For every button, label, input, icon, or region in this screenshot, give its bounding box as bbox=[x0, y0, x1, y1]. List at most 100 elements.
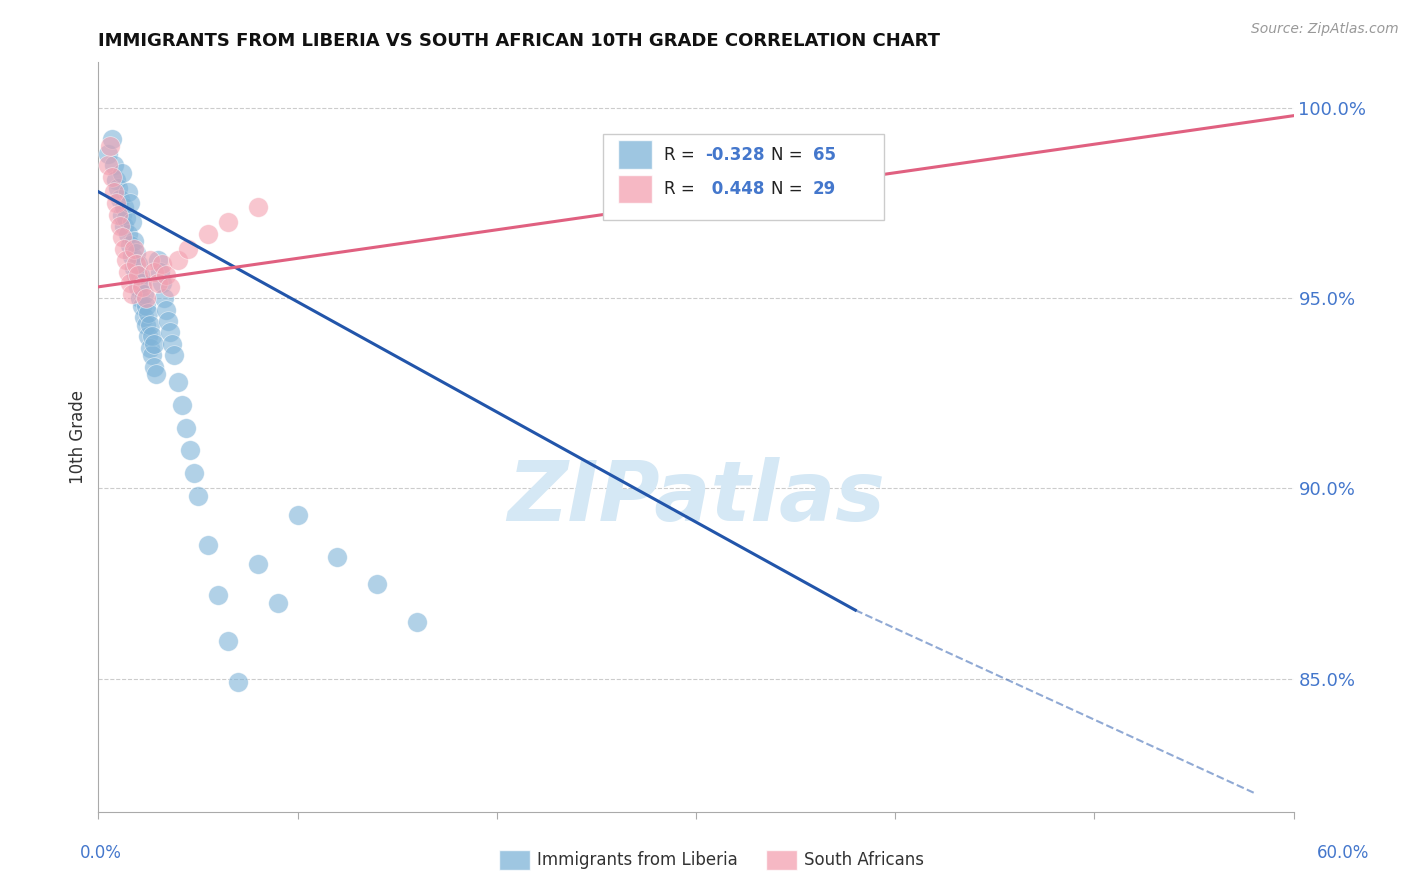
Point bbox=[110, 193, 132, 207]
Point bbox=[117, 185, 139, 199]
Point bbox=[134, 287, 156, 301]
Point bbox=[101, 131, 124, 145]
Point bbox=[217, 633, 239, 648]
Point bbox=[127, 268, 149, 283]
Point bbox=[153, 291, 176, 305]
Point bbox=[141, 329, 163, 343]
Point bbox=[105, 173, 128, 187]
Text: Source: ZipAtlas.com: Source: ZipAtlas.com bbox=[1251, 22, 1399, 37]
FancyBboxPatch shape bbox=[619, 140, 652, 169]
Point bbox=[174, 420, 197, 434]
Point bbox=[183, 467, 205, 481]
Point bbox=[150, 276, 173, 290]
Text: 29: 29 bbox=[813, 180, 837, 198]
Point bbox=[179, 443, 201, 458]
Point bbox=[111, 208, 134, 222]
Point bbox=[226, 675, 249, 690]
Point bbox=[366, 576, 388, 591]
Y-axis label: 10th Grade: 10th Grade bbox=[69, 390, 87, 484]
Point bbox=[125, 257, 148, 271]
Point bbox=[121, 249, 143, 263]
Point bbox=[197, 539, 219, 553]
Point bbox=[160, 337, 183, 351]
Point bbox=[246, 200, 269, 214]
Point bbox=[121, 215, 143, 229]
Point bbox=[124, 234, 146, 248]
Point bbox=[101, 169, 124, 184]
Point bbox=[187, 489, 209, 503]
Point bbox=[135, 299, 157, 313]
Point bbox=[107, 181, 129, 195]
FancyBboxPatch shape bbox=[603, 134, 883, 219]
Point bbox=[139, 253, 162, 268]
Point bbox=[97, 146, 120, 161]
Point bbox=[112, 242, 135, 256]
Text: Immigrants from Liberia: Immigrants from Liberia bbox=[537, 851, 738, 869]
Text: R =: R = bbox=[664, 180, 700, 198]
Point bbox=[155, 302, 177, 317]
Point bbox=[143, 337, 166, 351]
Point bbox=[148, 276, 170, 290]
Point bbox=[159, 280, 181, 294]
Text: IMMIGRANTS FROM LIBERIA VS SOUTH AFRICAN 10TH GRADE CORRELATION CHART: IMMIGRANTS FROM LIBERIA VS SOUTH AFRICAN… bbox=[98, 32, 941, 50]
Point bbox=[134, 310, 156, 325]
Point bbox=[107, 208, 129, 222]
Point bbox=[326, 549, 349, 564]
Point bbox=[115, 253, 138, 268]
Point bbox=[124, 260, 146, 275]
Point bbox=[136, 329, 159, 343]
Point bbox=[246, 558, 269, 572]
Text: -0.328: -0.328 bbox=[706, 145, 765, 163]
Point bbox=[159, 326, 181, 340]
Text: ZIPatlas: ZIPatlas bbox=[508, 457, 884, 538]
Point bbox=[131, 299, 153, 313]
Text: 0.0%: 0.0% bbox=[80, 844, 122, 862]
Point bbox=[131, 280, 153, 294]
Text: South Africans: South Africans bbox=[804, 851, 924, 869]
FancyBboxPatch shape bbox=[619, 175, 652, 203]
Point bbox=[172, 398, 194, 412]
Point bbox=[121, 287, 143, 301]
Point bbox=[167, 253, 190, 268]
Point bbox=[141, 348, 163, 362]
Point bbox=[98, 139, 122, 153]
Point bbox=[177, 242, 200, 256]
Point bbox=[139, 341, 162, 355]
Point bbox=[157, 314, 180, 328]
Text: 60.0%: 60.0% bbox=[1316, 844, 1369, 862]
Point bbox=[139, 318, 162, 332]
Text: 0.448: 0.448 bbox=[706, 180, 763, 198]
Point bbox=[111, 166, 134, 180]
Point bbox=[125, 268, 148, 283]
Point bbox=[217, 215, 239, 229]
Point bbox=[120, 238, 142, 252]
Point bbox=[287, 508, 309, 522]
Point bbox=[120, 276, 142, 290]
Point bbox=[143, 265, 166, 279]
Point bbox=[143, 359, 166, 374]
Point bbox=[117, 265, 139, 279]
Point bbox=[197, 227, 219, 241]
Point bbox=[111, 230, 134, 244]
Point bbox=[155, 268, 177, 283]
Point bbox=[163, 348, 186, 362]
Point bbox=[136, 306, 159, 320]
Text: 65: 65 bbox=[813, 145, 837, 163]
Point bbox=[120, 196, 142, 211]
Point bbox=[112, 200, 135, 214]
Point bbox=[131, 276, 153, 290]
Point bbox=[97, 158, 120, 172]
Text: N =: N = bbox=[772, 145, 808, 163]
Point bbox=[150, 257, 173, 271]
Point bbox=[207, 588, 229, 602]
Point bbox=[135, 291, 157, 305]
Point bbox=[110, 219, 132, 233]
Point bbox=[105, 196, 128, 211]
Point bbox=[125, 245, 148, 260]
Point bbox=[267, 595, 290, 609]
Point bbox=[167, 375, 190, 389]
Text: N =: N = bbox=[772, 180, 808, 198]
Point bbox=[112, 219, 135, 233]
Point bbox=[149, 265, 172, 279]
Point bbox=[148, 253, 170, 268]
